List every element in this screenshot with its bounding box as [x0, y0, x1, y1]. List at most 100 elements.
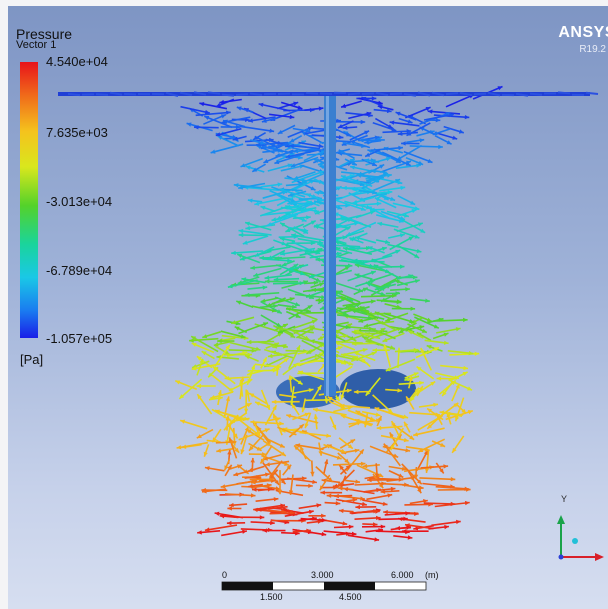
surface-arrow — [473, 92, 487, 96]
arrow-head — [333, 485, 338, 490]
arrow-head — [410, 306, 416, 311]
arrow-head — [276, 215, 282, 220]
velocity-arrow — [278, 327, 314, 334]
arrow-head — [313, 407, 318, 413]
velocity-arrow — [334, 255, 362, 263]
axis-origin — [558, 554, 564, 560]
arrow-head — [273, 303, 278, 309]
arrow-head — [395, 158, 401, 163]
arrow-head — [366, 339, 372, 344]
arrow-head — [264, 428, 270, 433]
arrow-head — [379, 164, 385, 169]
velocity-arrow — [419, 477, 456, 481]
arrow-head — [240, 376, 245, 382]
arrow-head — [376, 515, 381, 521]
arrow-head — [401, 466, 407, 471]
arrow-head — [225, 415, 230, 421]
arrow-head — [252, 167, 258, 172]
arrow-head — [199, 102, 205, 107]
arrow-head — [204, 109, 210, 115]
arrow-head — [359, 182, 365, 187]
arrow-head — [340, 394, 345, 400]
arrow-head — [443, 340, 449, 345]
arrow-head — [424, 447, 430, 452]
arrow-head — [274, 160, 280, 165]
arrow-head — [390, 486, 396, 492]
surface-arrow — [67, 92, 81, 97]
arrow-head — [262, 357, 267, 363]
scale-label-unit: (m) — [425, 570, 439, 580]
arrow-head — [398, 145, 403, 151]
velocity-arrow — [417, 414, 444, 431]
arrow-head — [286, 205, 292, 210]
arrow-head — [382, 501, 388, 506]
velocity-arrow — [211, 374, 234, 393]
arrow-head — [300, 446, 305, 452]
arrow-head — [288, 192, 293, 197]
arrow-head — [289, 114, 295, 120]
arrow-head — [197, 394, 202, 400]
arrow-head — [340, 360, 346, 365]
arrow-head — [318, 143, 324, 149]
arrow-head — [219, 99, 225, 105]
arrow-head — [280, 237, 285, 242]
axis-x-head — [595, 553, 604, 561]
arrow-head — [347, 405, 353, 410]
arrow-head — [418, 160, 424, 165]
arrow-head — [244, 292, 250, 298]
arrow-head — [364, 130, 370, 135]
arrow-head — [216, 102, 221, 107]
velocity-arrow — [409, 145, 443, 148]
arrow-head — [374, 179, 380, 184]
arrow-head — [285, 228, 291, 233]
velocity-arrow — [389, 121, 420, 127]
arrow-head — [373, 264, 379, 269]
arrow-head — [337, 124, 343, 129]
arrow-head — [413, 432, 419, 437]
arrow-head — [191, 366, 197, 371]
arrow-head — [265, 442, 271, 447]
arrow-head — [255, 346, 261, 351]
arrow-head — [309, 325, 315, 330]
arrow-head — [275, 417, 281, 422]
arrow-head — [310, 240, 316, 246]
arrow-head — [360, 206, 366, 211]
velocity-arrow — [389, 235, 414, 251]
arrow-head — [390, 445, 395, 451]
velocity-arrow — [240, 528, 273, 531]
surface-arrow — [557, 91, 571, 95]
arrow-head — [369, 263, 374, 268]
arrow-head — [413, 372, 419, 377]
velocity-arrow — [396, 222, 424, 233]
arrow-head — [345, 464, 351, 470]
arrow-head — [438, 144, 443, 150]
arrow-head — [277, 332, 283, 337]
arrow-head — [334, 341, 340, 346]
arrow-head — [287, 200, 293, 205]
arrow-head — [199, 358, 204, 364]
arrow-head — [289, 400, 295, 406]
velocity-arrow — [382, 130, 412, 134]
velocity-arrow — [420, 465, 449, 469]
viewport[interactable]: Pressure Vector 1 4.540e+04 7.635e+03 -3… — [8, 6, 608, 609]
arrow-head — [225, 344, 230, 350]
arrow-head — [359, 260, 365, 265]
arrow-head — [408, 274, 413, 279]
arrow-head — [311, 319, 317, 324]
velocity-arrow — [191, 363, 221, 370]
velocity-arrow — [423, 502, 456, 505]
arrow-head — [288, 375, 293, 381]
arrow-head — [260, 205, 266, 210]
arrow-head — [394, 279, 400, 284]
arrow-head — [406, 131, 412, 136]
arrow-head — [464, 115, 470, 120]
arrow-head — [393, 453, 399, 458]
arrow-head — [430, 381, 436, 386]
velocity-arrow — [369, 445, 399, 458]
arrow-head — [291, 304, 297, 309]
arrow-head — [381, 481, 386, 486]
arrow-head — [442, 391, 447, 397]
velocity-arrow — [449, 352, 480, 356]
velocity-arrow — [330, 340, 363, 344]
velocity-arrow — [199, 102, 228, 110]
